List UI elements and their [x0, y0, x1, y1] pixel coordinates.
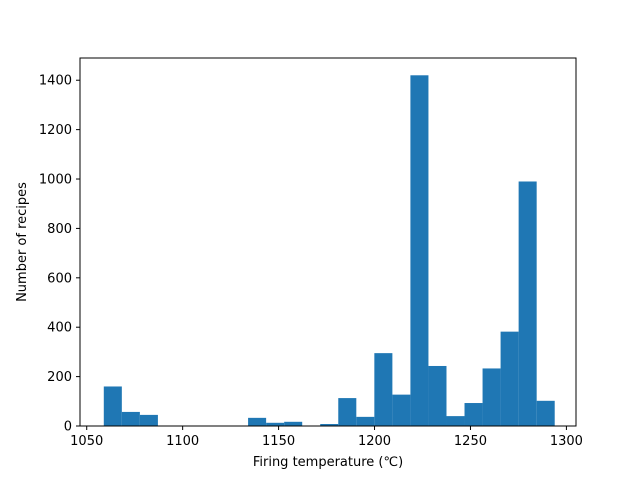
histogram-bar-24: [536, 400, 555, 426]
y-tick-label: 1400: [39, 74, 72, 89]
histogram-bar-20: [464, 403, 483, 426]
histogram-bar-12: [320, 424, 339, 426]
y-axis-label: Number of recipes: [15, 182, 30, 302]
x-tick-label: 1250: [454, 434, 487, 449]
histogram-bars: [103, 75, 555, 426]
histogram-bar-23: [518, 181, 537, 426]
histogram-bar-19: [446, 416, 465, 426]
histogram-bar-18: [428, 365, 447, 426]
y-tick-label: 1200: [39, 123, 72, 138]
histogram-bar-22: [500, 331, 519, 426]
x-tick-label: 1300: [550, 434, 583, 449]
histogram-bar-17: [410, 75, 429, 426]
histogram-bar-21: [482, 368, 501, 426]
y-tick-label: 0: [64, 420, 72, 435]
x-tick-label: 1150: [262, 434, 295, 449]
histogram-bar-1: [121, 411, 140, 426]
axes-frame: [79, 57, 577, 427]
histogram-bar-9: [266, 422, 285, 426]
x-tick-label: 1200: [358, 434, 391, 449]
x-tick-label: 1050: [70, 434, 103, 449]
y-axis-ticks: 0 200 400 600 800 1000 1200 1400: [39, 74, 80, 435]
histogram-bar-15: [374, 353, 393, 426]
histogram-bar-13: [338, 398, 357, 426]
x-axis-label: Firing temperature (℃): [253, 455, 403, 470]
histogram-bar-14: [356, 416, 375, 426]
y-tick-label: 800: [47, 222, 72, 237]
x-axis-ticks: 1050 1100 1150 1200 1250 1300: [70, 426, 583, 449]
x-tick-label: 1100: [166, 434, 199, 449]
histogram-bar-16: [392, 394, 411, 426]
y-tick-label: 1000: [39, 173, 72, 188]
y-tick-label: 400: [47, 321, 72, 336]
y-tick-label: 600: [47, 271, 72, 286]
histogram-bar-10: [284, 421, 303, 426]
histogram-bar-0: [103, 386, 122, 426]
histogram-bar-8: [248, 417, 267, 426]
y-tick-label: 200: [47, 370, 72, 385]
histogram-bar-2: [139, 414, 158, 426]
